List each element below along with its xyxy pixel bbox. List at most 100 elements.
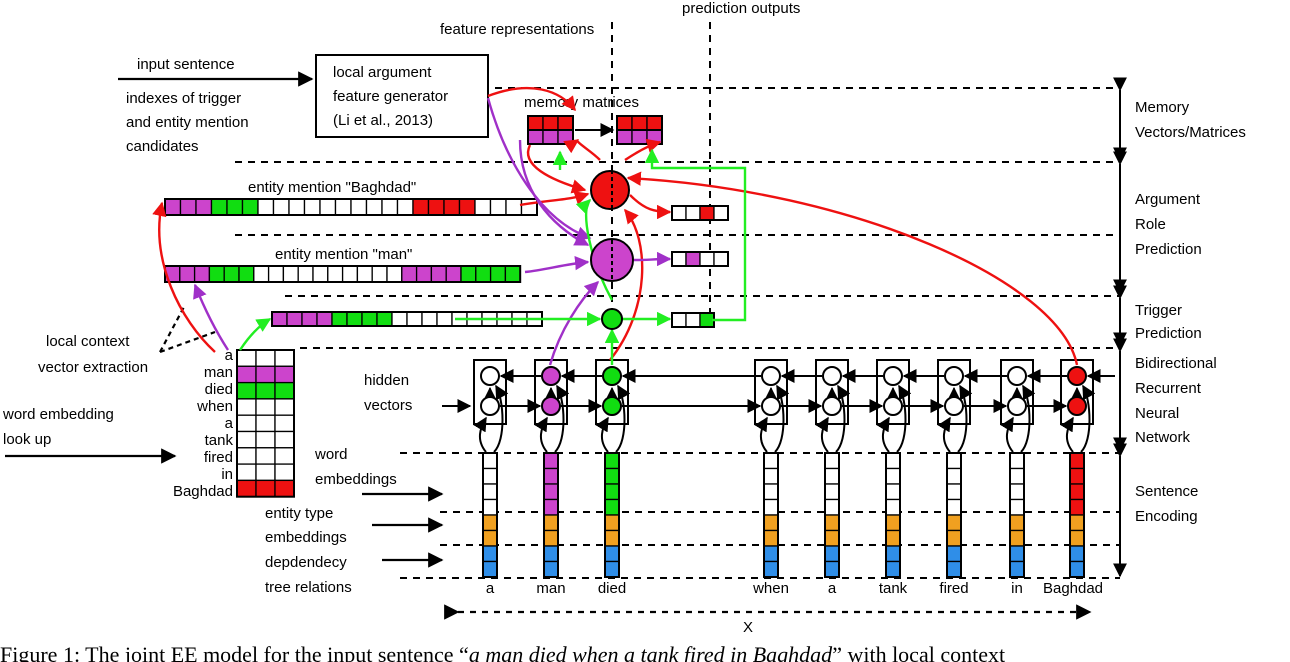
purple-memory-to-node-arrow xyxy=(518,139,590,247)
token-embedding-cell-frame xyxy=(946,452,962,578)
word-embedding-lookup-label-1: word embedding xyxy=(2,406,114,423)
embedding-to-hidden-arrow xyxy=(1060,416,1074,453)
flow-arrows xyxy=(152,86,1115,453)
trigger-output-cell xyxy=(699,312,715,328)
entity-baghdad-vector-cell xyxy=(288,198,306,216)
token-embedding-cell xyxy=(1009,545,1025,563)
token-embedding-cell xyxy=(946,514,962,532)
sentence-token: fired xyxy=(939,580,968,597)
lookup-table-cell xyxy=(236,430,257,449)
token-embedding-cell xyxy=(604,514,620,532)
entity-man-vector-cell xyxy=(430,265,447,283)
entity-baghdad-vector-cell xyxy=(195,198,213,216)
entity-baghdad-vector-cell xyxy=(443,198,461,216)
token-embedding-cell xyxy=(1009,498,1025,516)
token-embedding-cell xyxy=(543,483,559,501)
embedding-to-hidden-arrow xyxy=(595,416,609,453)
lookup-table-cell xyxy=(255,463,276,482)
lookup-table-frame xyxy=(236,349,295,498)
token-embedding-cell xyxy=(543,545,559,563)
section-rnn-2: Recurrent xyxy=(1135,380,1202,397)
red-entity-to-node-arrow xyxy=(519,191,590,207)
entity-man-vector-cell xyxy=(312,265,329,283)
token-embedding-cell xyxy=(763,467,779,485)
section-memory-2: Vectors/Matrices xyxy=(1135,124,1246,141)
entity-man-vector-cell xyxy=(193,265,211,283)
token-embedding-cell xyxy=(763,483,779,501)
green-lookup-to-trigger-arrow xyxy=(239,317,272,351)
lookup-word: Baghdad xyxy=(173,483,233,500)
caption-suffix: ” with local context xyxy=(832,642,1006,662)
hidden-node-forward xyxy=(883,366,903,386)
local-context-label-1: local context xyxy=(46,333,130,350)
embedding-to-hidden-arrow xyxy=(815,416,829,453)
token-embedding-cell xyxy=(482,560,498,578)
lookup-table-cell xyxy=(255,398,276,416)
green-output-to-memory-arrow xyxy=(644,148,747,322)
sentence-token: a xyxy=(486,580,495,597)
hidden-node-forward xyxy=(541,366,561,386)
token-embedding-cell xyxy=(1009,467,1025,485)
token-embedding-cell xyxy=(482,529,498,547)
lookup-word: tank xyxy=(205,432,234,449)
sentence-token: died xyxy=(598,580,626,597)
section-trigger-2: Prediction xyxy=(1135,325,1202,342)
hidden-node-backward xyxy=(944,396,964,416)
token-embedding-cell xyxy=(1009,514,1025,532)
sentence-token: when xyxy=(752,580,789,597)
argument-output-man-cell xyxy=(671,251,687,267)
entity-man-vector-cell xyxy=(327,265,344,283)
token-embedding-cell xyxy=(946,529,962,547)
lookup-table-cell xyxy=(236,381,257,400)
hidden-vectors-label-2: vectors xyxy=(364,397,412,414)
trigger-context-vector-cell xyxy=(376,311,393,327)
token-embedding-cell xyxy=(482,483,498,501)
lookup-table-cell xyxy=(274,381,295,400)
entity-man-label: entity mention "man" xyxy=(275,246,412,263)
red-node-to-memory2-arrow xyxy=(624,138,662,161)
token-embedding-cell xyxy=(482,514,498,532)
token-embedding-cell xyxy=(885,529,901,547)
token-embedding-cell xyxy=(946,498,962,516)
entity-man-vector-cell xyxy=(297,265,314,283)
memory-matrix-cell xyxy=(631,115,648,131)
entity-man-vector-cell-frame xyxy=(164,265,522,283)
memory-matrix-cell xyxy=(631,129,648,145)
token-embedding-cell xyxy=(824,545,840,563)
entity-baghdad-vector-cell xyxy=(396,198,414,216)
entity-man-vector-cell xyxy=(504,265,521,283)
token-embedding-cell xyxy=(885,467,901,485)
token-embedding-cell xyxy=(763,545,779,563)
caption-sentence: a man died when a tank fired in Baghdad xyxy=(468,642,833,662)
hidden-vectors-label-1: hidden xyxy=(364,372,409,389)
token-embedding-cell xyxy=(604,498,620,516)
token-embedding-cell xyxy=(885,483,901,501)
token-embedding-cell xyxy=(885,514,901,532)
hidden-node-forward xyxy=(822,366,842,386)
red-trigger-to-node-arrow xyxy=(609,208,644,361)
entity-baghdad-vector-cell xyxy=(226,198,244,216)
trigger-context-vector-cell xyxy=(301,311,318,327)
embedding-to-hidden-arrow xyxy=(1080,384,1096,453)
generator-label-3: (Li et al., 2013) xyxy=(333,112,433,129)
trigger-output-cell xyxy=(685,312,701,328)
argument-output-man-cell-frame xyxy=(671,251,729,267)
memory-matrix-cell-frame xyxy=(527,129,574,145)
entity-baghdad-vector-cell xyxy=(458,198,476,216)
figure-caption: Figure 1: The joint EE model for the inp… xyxy=(0,640,1290,662)
entity-baghdad-vector-cell xyxy=(257,198,275,216)
token-embedding-cell-frame xyxy=(824,452,840,578)
entity-man-vector-cell xyxy=(223,265,240,283)
hidden-node-backward xyxy=(1067,396,1087,416)
token-embedding-cell xyxy=(946,467,962,485)
trigger-context-vector-cell xyxy=(346,311,363,327)
hidden-node-backward xyxy=(822,396,842,416)
x-axis-label: X xyxy=(743,619,753,636)
argument-output-baghdad-cell xyxy=(699,205,715,221)
entity-man-vector-cell xyxy=(238,265,255,283)
section-separators xyxy=(235,22,1120,579)
entity-baghdad-label: entity mention "Baghdad" xyxy=(248,179,416,196)
hidden-node-backward xyxy=(761,396,781,416)
embedding-to-hidden-arrow xyxy=(1020,384,1036,453)
purple-man-to-node-arrow xyxy=(548,280,600,366)
